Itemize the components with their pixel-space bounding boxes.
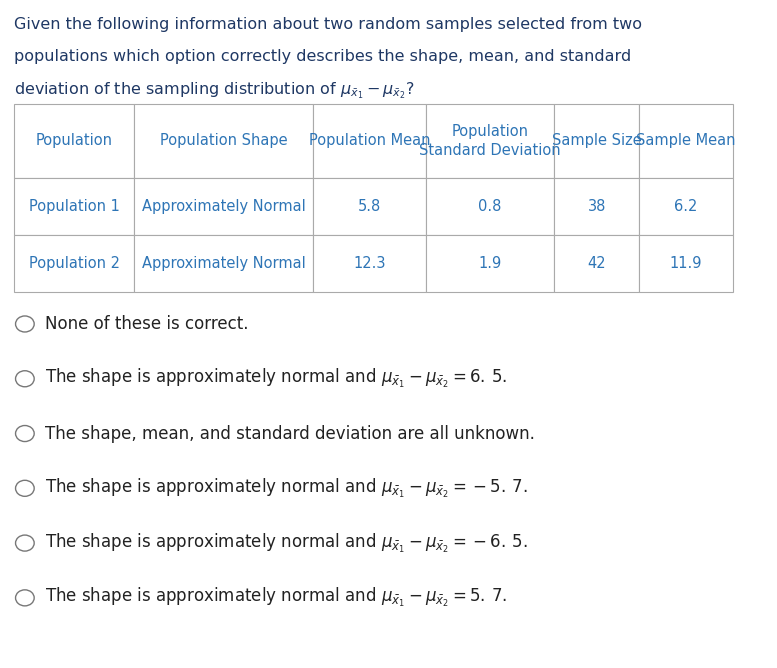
Text: 0.8: 0.8 [478, 199, 502, 214]
Text: Approximately Normal: Approximately Normal [142, 199, 305, 214]
Bar [313, 178, 426, 235]
Text: Population: Population [36, 134, 113, 148]
Text: deviation of the sampling distribution of $\mu_{\bar{x}_1} - \mu_{\bar{x}_2}$?: deviation of the sampling distribution o… [14, 81, 414, 102]
Text: 1.9: 1.9 [479, 256, 501, 271]
Bar [639, 104, 733, 178]
Text: 5.8: 5.8 [358, 199, 381, 214]
Text: populations which option correctly describes the shape, mean, and standard: populations which option correctly descr… [14, 49, 631, 63]
Text: Population Shape: Population Shape [160, 134, 287, 148]
Bar [426, 104, 554, 178]
Bar [134, 235, 313, 292]
Text: Given the following information about two random samples selected from two: Given the following information about tw… [14, 17, 642, 31]
Bar [134, 104, 313, 178]
Text: Population 1: Population 1 [29, 199, 120, 214]
Bar [313, 235, 426, 292]
Text: None of these is correct.: None of these is correct. [45, 315, 249, 333]
Text: 6.2: 6.2 [674, 199, 698, 214]
Bar [134, 178, 313, 235]
Bar [639, 178, 733, 235]
Bar [426, 178, 554, 235]
Bar [554, 235, 639, 292]
Text: The shape is approximately normal and $\mu_{\bar{x}_1} - \mu_{\bar{x}_2} = 6.\,5: The shape is approximately normal and $\… [45, 367, 507, 390]
Text: The shape, mean, and standard deviation are all unknown.: The shape, mean, and standard deviation … [45, 425, 535, 442]
Text: 42: 42 [587, 256, 606, 271]
Bar [14, 235, 134, 292]
Bar [313, 104, 426, 178]
Bar [639, 235, 733, 292]
Text: 12.3: 12.3 [354, 256, 385, 271]
Text: Population Mean: Population Mean [308, 134, 430, 148]
Text: Population 2: Population 2 [29, 256, 120, 271]
Text: Approximately Normal: Approximately Normal [142, 256, 305, 271]
Bar [14, 104, 134, 178]
Text: The shape is approximately normal and $\mu_{\bar{x}_1} - \mu_{\bar{x}_2} = -5.\,: The shape is approximately normal and $\… [45, 477, 528, 500]
Text: Sample Size: Sample Size [552, 134, 642, 148]
Bar [426, 235, 554, 292]
Bar [554, 178, 639, 235]
Text: 38: 38 [587, 199, 606, 214]
Text: 11.9: 11.9 [670, 256, 702, 271]
Text: The shape is approximately normal and $\mu_{\bar{x}_1} - \mu_{\bar{x}_2} = 5.\,7: The shape is approximately normal and $\… [45, 587, 507, 609]
Text: Population
Standard Deviation: Population Standard Deviation [419, 124, 561, 158]
Text: Sample Mean: Sample Mean [636, 134, 736, 148]
Bar [554, 104, 639, 178]
Text: The shape is approximately normal and $\mu_{\bar{x}_1} - \mu_{\bar{x}_2} = -6.\,: The shape is approximately normal and $\… [45, 532, 528, 554]
Bar [14, 178, 134, 235]
